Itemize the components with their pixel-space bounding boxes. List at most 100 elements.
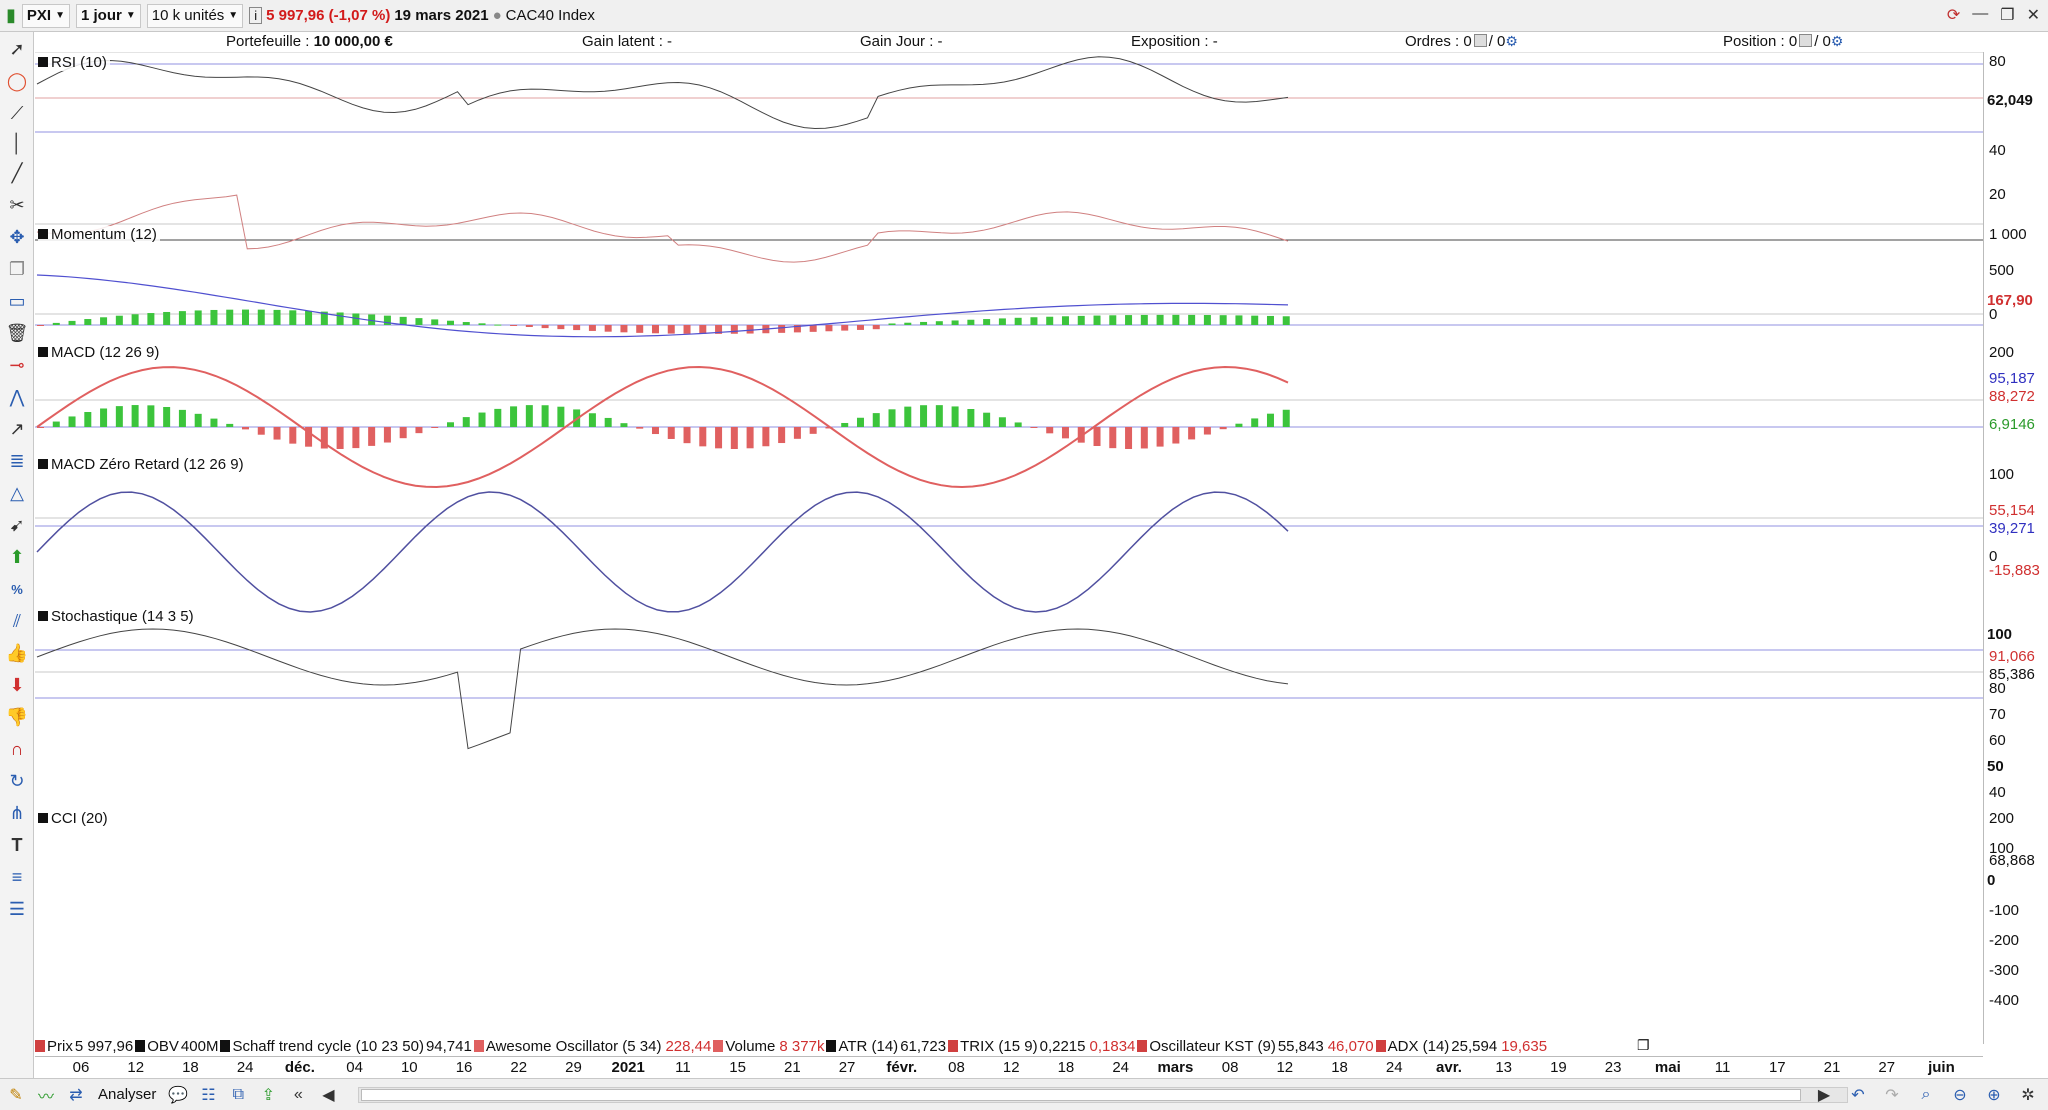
pitchfork-icon[interactable]: ⋔ [9, 802, 25, 823]
rotate-icon[interactable]: ↻ [9, 770, 25, 791]
cursor-icon[interactable]: ➚ [9, 38, 25, 59]
redo-icon[interactable]: ↷ [1885, 1087, 1899, 1104]
ordres-value: / 0 [1488, 33, 1506, 50]
legend-item[interactable]: Oscillateur KST (9) 55,843 46,070 [1137, 1036, 1374, 1056]
macd-zero-retard-bar [52, 421, 60, 427]
legend-value: 61,723 [900, 1037, 947, 1055]
info-icon[interactable]: i [249, 7, 263, 24]
cci-tick: 200 [1989, 810, 2015, 827]
zoom-in-icon[interactable]: ⊕ [1987, 1087, 2001, 1104]
pencil-icon[interactable]: ✎ [9, 1086, 23, 1104]
legend-item[interactable]: ADX (14) 25,594 19,635 [1375, 1036, 1548, 1056]
minimize-icon[interactable]: — [1972, 5, 1989, 22]
close-icon[interactable]: ✕ [2026, 7, 2040, 24]
percent-icon[interactable]: % [11, 581, 23, 597]
share-icon[interactable]: ⇄ [69, 1086, 83, 1104]
ordres-button[interactable] [1473, 34, 1487, 47]
macd-histogram-bar [415, 318, 423, 325]
zoom-out-icon[interactable]: ⊖ [1953, 1087, 1967, 1104]
cci-tick: -200 [1989, 932, 2020, 949]
stoch-k-line [36, 491, 1289, 613]
ellipse-icon[interactable]: ◯ [6, 70, 28, 91]
legend-item[interactable]: Schaff trend cycle (10 23 50) 94,741 [220, 1036, 472, 1056]
gear-icon[interactable]: ⚙ [1830, 33, 1844, 49]
ordres: Ordres : 0 / 0⚙ [1405, 33, 1518, 50]
macd-histogram-bar [856, 325, 864, 330]
segment-icon[interactable]: ⟋ [10, 102, 24, 123]
pattern-icon[interactable]: ⋀ [9, 386, 25, 407]
x-tick-label: 23 [1604, 1059, 1622, 1076]
gain-latent: Gain latent : - [582, 33, 673, 50]
down-arrow-icon[interactable]: ⬇ [9, 674, 25, 695]
legend-item[interactable]: OBV 400M [135, 1036, 218, 1056]
macd-tick: 200 [1989, 344, 2015, 361]
trash-icon[interactable]: 🗑 [5, 322, 29, 343]
hline-icon[interactable]: ⊸ [9, 354, 25, 375]
double-chevron-left-icon[interactable]: « [293, 1085, 303, 1103]
legend-swatch [220, 1040, 231, 1052]
trendline-icon[interactable]: ╱ [11, 162, 23, 183]
refresh-icon[interactable]: ⟳ [1946, 7, 1961, 24]
legend-item[interactable]: Volume 8 377k [713, 1036, 824, 1056]
stoch-title[interactable]: Stochastique (14 3 5) [38, 608, 197, 625]
macd-title[interactable]: MACD (12 26 9) [38, 344, 163, 361]
magnet-icon[interactable]: ∩ [10, 738, 24, 759]
rsi-title[interactable]: RSI (10) [38, 54, 110, 71]
list-icon[interactable]: ☷ [201, 1086, 216, 1104]
vertical-line-icon[interactable]: │ [11, 132, 23, 153]
legend-popout-icon[interactable]: ❐ [1637, 1037, 1650, 1053]
zoom-fit-icon[interactable]: ⌕ [1921, 1086, 1931, 1103]
restore-icon[interactable]: ❐ [2000, 7, 2015, 24]
up-arrow-icon[interactable]: ⬆ [9, 546, 25, 567]
channel-icon[interactable]: ⫽ [12, 610, 22, 631]
gear-icon[interactable]: ⚙ [1505, 33, 1518, 49]
cci-title[interactable]: CCI (20) [38, 810, 111, 827]
rectangle-icon[interactable]: ▭ [8, 290, 26, 311]
legend-swatch [826, 1040, 837, 1052]
thumbs-down-icon[interactable]: 👎 [5, 706, 29, 727]
position-button[interactable] [1799, 34, 1813, 47]
macd-zero-retard-bar [636, 427, 644, 429]
hline-f-icon[interactable]: ≡ [11, 866, 23, 887]
export-icon[interactable]: ⇪ [261, 1086, 276, 1104]
macd-zero-title[interactable]: MACD Zéro Retard (12 26 9) [38, 456, 247, 473]
momentum-title[interactable]: Momentum (12) [38, 226, 160, 243]
macd-zero-retard-bar [478, 412, 486, 427]
legend-item[interactable]: TRIX (15 9) 0,2215 0,1834 [948, 1036, 1135, 1056]
x-tick-label: 04 [346, 1059, 363, 1076]
units-selector[interactable]: 10 k unités ▼ [146, 3, 244, 28]
settings-icon[interactable]: ✲ [2021, 1087, 2035, 1104]
scroll-right-icon[interactable]: ▶ [1817, 1087, 1831, 1104]
indicator-chart[interactable] [35, 52, 1983, 1044]
analyser-button[interactable]: Analyser [98, 1086, 157, 1103]
vline-f-icon[interactable]: ☰ [8, 898, 26, 919]
thumbs-up-icon[interactable]: 👍 [5, 642, 29, 663]
symbol-selector[interactable]: PXI ▼ [21, 3, 70, 28]
candlestick-icon[interactable]: ▮ [6, 5, 16, 25]
legend-value-2: 19,635 [1501, 1037, 1548, 1055]
horizontal-scrollbar[interactable] [358, 1087, 1848, 1103]
scroll-left-icon[interactable]: ◀ [322, 1086, 335, 1104]
text-icon[interactable]: T [11, 834, 23, 855]
tools-icon[interactable]: ✂ [9, 194, 25, 215]
scroll-thumb[interactable] [361, 1089, 1801, 1101]
draw-arrow-icon[interactable]: ➹ [9, 514, 25, 535]
chart-style-icon[interactable]: 〰 [37, 1088, 54, 1106]
copy-icon[interactable]: ❐ [8, 258, 26, 279]
chat-icon[interactable]: 💬 [168, 1086, 189, 1104]
legend-item[interactable]: Awesome Oscillator (5 34) 228,44 [473, 1036, 711, 1056]
legend-item[interactable]: ATR (14) 61,723 [826, 1036, 946, 1056]
x-tick-label: 08 [1221, 1059, 1239, 1076]
x-tick-label: 24 [236, 1059, 254, 1076]
fibonacci-icon[interactable]: ≣ [9, 450, 25, 471]
legend-item[interactable]: Prix 5 997,96 [35, 1036, 133, 1056]
macd-histogram-bar [1014, 317, 1022, 325]
triangle-icon[interactable]: △ [10, 482, 24, 503]
period-selector[interactable]: 1 jour ▼ [76, 3, 141, 28]
undo-icon[interactable]: ↶ [1851, 1087, 1865, 1104]
move-icon[interactable]: ✥ [9, 226, 25, 247]
arrow-icon[interactable]: ↗ [9, 418, 25, 439]
macd-zero-retard-bar [163, 406, 171, 427]
windows-icon[interactable]: ⧉ [232, 1085, 245, 1103]
legend-name: Schaff trend cycle (10 23 50) [232, 1037, 424, 1055]
